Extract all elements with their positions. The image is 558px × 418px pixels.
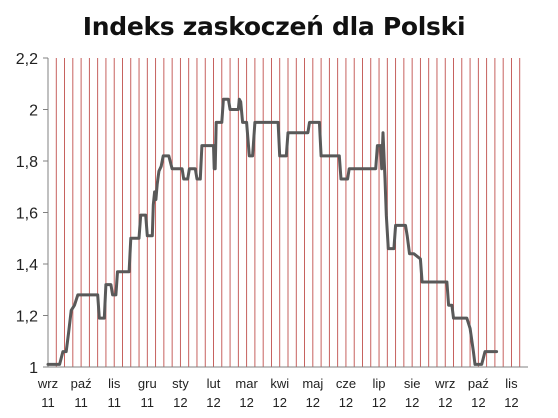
x-tick-month: gru (138, 376, 157, 391)
x-tick-year: 12 (405, 395, 419, 410)
x-tick-year: 12 (438, 395, 452, 410)
y-tick-label: 2 (29, 103, 38, 120)
x-tick-month: mar (235, 376, 258, 391)
x-tick-month: lut (207, 376, 221, 391)
x-tick-month: paź (468, 376, 489, 391)
x-tick-label: maj 12 (302, 376, 323, 410)
series-line (46, 97, 499, 366)
x-tick-year: 12 (306, 395, 320, 410)
x-tick-year: 11 (107, 395, 121, 410)
grid-lines (55, 58, 521, 367)
x-tick-month: lis (505, 376, 518, 391)
x-tick-year: 12 (272, 395, 286, 410)
x-tick-month: cze (336, 376, 356, 391)
y-tick-label: 1 (29, 360, 38, 377)
chart-title: Indeks zaskoczeń dla Polski (82, 12, 466, 41)
x-tick-label: lis 12 (504, 376, 518, 410)
y-tick-label: 1,4 (16, 257, 38, 274)
x-tick-month: maj (302, 376, 323, 391)
x-tick-label: lip 12 (372, 376, 386, 410)
x-tick-year: 12 (239, 395, 253, 410)
x-tick-month: sty (172, 376, 189, 391)
x-tick-month: lis (108, 376, 121, 391)
x-tick-year: 12 (504, 395, 518, 410)
x-tick-label: gru 11 (138, 376, 157, 410)
x-tick-label: kwi 12 (270, 376, 289, 410)
y-tick-labels: 1 1,2 1,4 1,6 1,8 2 2,2 (16, 51, 38, 377)
x-tick-year: 12 (339, 395, 353, 410)
x-tick-label: sie 12 (404, 376, 421, 410)
x-tick-label: lis 11 (107, 376, 121, 410)
x-tick-year: 11 (41, 395, 55, 410)
y-tick-label: 1,8 (16, 154, 38, 171)
axes (43, 57, 528, 368)
x-tick-month: paź (71, 376, 92, 391)
x-tick-label: wrz 12 (434, 376, 455, 410)
x-tick-month: kwi (270, 376, 289, 391)
series-layer (46, 97, 499, 366)
x-tick-label: paź 11 (71, 376, 92, 410)
x-tick-year: 12 (372, 395, 386, 410)
x-tick-month: wrz (434, 376, 455, 391)
y-tick-label: 1,6 (16, 206, 38, 223)
y-tick-label: 1,2 (16, 309, 38, 326)
x-tick-year: 12 (173, 395, 187, 410)
x-tick-label: wrz 11 (37, 376, 58, 410)
x-tick-month: wrz (37, 376, 58, 391)
x-tick-label: sty 12 (172, 376, 189, 410)
x-tick-year: 11 (74, 395, 88, 410)
x-tick-year: 12 (471, 395, 485, 410)
x-tick-month: lip (373, 376, 386, 391)
y-tick-label: 2,2 (16, 51, 38, 68)
x-tick-year: 11 (141, 395, 155, 410)
x-tick-labels: wrz 11 paź 11 lis 11 gru 11 sty 12 lut 12 mar 12 kwi 12… (37, 376, 519, 410)
x-tick-month: sie (404, 376, 421, 391)
x-tick-label: lut 12 (206, 376, 220, 410)
x-tick-year: 12 (206, 395, 220, 410)
x-tick-label: paź 12 (468, 376, 489, 410)
x-tick-label: cze 12 (336, 376, 356, 410)
x-tick-label: mar 12 (235, 376, 258, 410)
